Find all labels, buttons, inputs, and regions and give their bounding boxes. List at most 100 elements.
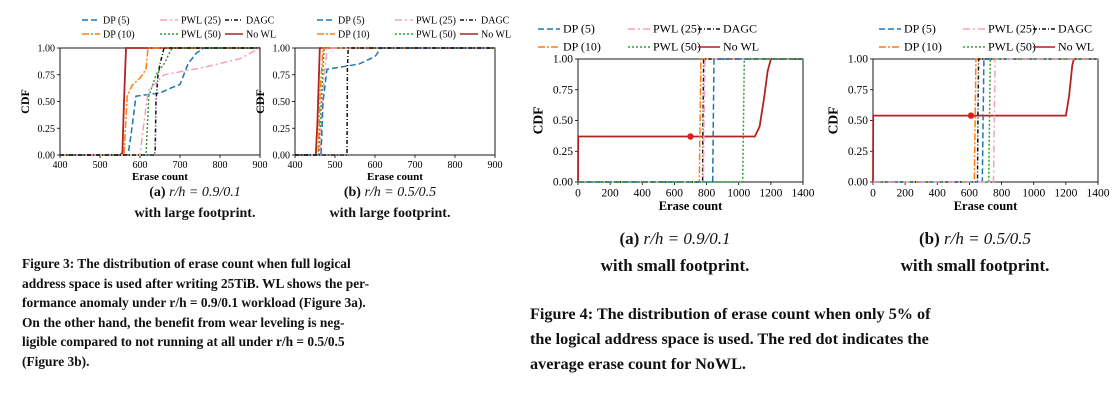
subcaption-letter: (a): [149, 185, 166, 200]
y-tick-label: 0.50: [273, 97, 291, 108]
caption-line: Figure 4: The distribution of erase coun…: [530, 305, 931, 323]
legend-label: DP (10): [103, 30, 135, 41]
legend-label: DP (5): [103, 16, 130, 27]
y-tick-label: 0.00: [38, 151, 56, 162]
x-tick-label: 600: [133, 160, 148, 171]
y-axis-label: CDF: [825, 107, 840, 135]
y-tick-label: 0.25: [553, 146, 573, 158]
chart-small-footprint-b: 0.00 0.25 0.50 0.75 1.00 0 200 400 600 800 1000 120…: [825, 22, 1110, 214]
x-tick-label: 900: [253, 160, 268, 171]
subcaption-letter: (a): [619, 229, 640, 248]
subcaption-ratio: r/h = 0.5/0.5: [364, 185, 437, 200]
caption-line: Figure 3: The distribution of erase coun…: [22, 256, 351, 271]
legend-label: No WL: [246, 30, 276, 41]
x-tick-label: 400: [929, 188, 947, 200]
y-tick-label: 0.25: [38, 124, 56, 135]
y-tick-label: 0.25: [273, 124, 291, 135]
caption-line: the logical address space is used. The r…: [530, 330, 929, 348]
mean-marker-dot: [967, 112, 975, 119]
figure-4-caption: Figure 4: The distribution of erase coun…: [530, 302, 1115, 377]
chart-large-footprint-a: 0.00 0.25 0.50 0.75 1.00 400 500 600 700 800 900 Er…: [18, 16, 276, 184]
series-line-pwl-50: [60, 47, 260, 156]
x-tick-label: 500: [93, 160, 108, 171]
subcaption-letter: (b): [918, 229, 940, 248]
x-tick-label: 600: [961, 188, 979, 200]
caption-line: (Figure 3b).: [22, 353, 90, 369]
subcaption-ratio: r/h = 0.5/0.5: [943, 229, 1032, 248]
legend-label: DP (5): [563, 22, 595, 36]
caption-line: ligible compared to not running at all u…: [22, 334, 345, 349]
x-tick-label: 400: [288, 160, 303, 171]
x-tick-label: 400: [634, 188, 652, 200]
legend-label: PWL (25): [416, 16, 456, 27]
series-line-dagc: [295, 47, 495, 156]
series-line-pwl-25: [295, 47, 495, 156]
legend-label: DAGC: [1058, 22, 1092, 36]
x-tick-label: 800: [993, 188, 1011, 200]
legend-label: PWL (50): [416, 30, 456, 41]
subcaption-4a: (a) r/h = 0.9/0.1 with small footprint.: [555, 225, 795, 279]
y-tick-label: 0.25: [848, 146, 868, 158]
x-tick-label: 800: [698, 188, 716, 200]
series-line-dp-5: [60, 47, 260, 156]
subcaption-ratio: r/h = 0.9/0.1: [643, 229, 731, 248]
y-tick-label: 0.75: [553, 84, 573, 96]
subcaption-3b: (b) r/h = 0.5/0.5 with large footprint.: [290, 182, 490, 224]
y-tick-label: 0.50: [553, 115, 573, 127]
y-tick-label: 0.50: [848, 115, 868, 127]
x-tick-label: 700: [173, 160, 188, 171]
subcaption-letter: (b): [343, 185, 361, 200]
x-tick-label: 200: [897, 188, 915, 200]
legend-label: PWL (25): [653, 22, 701, 36]
subcaption-footprint: with large footprint.: [134, 206, 256, 221]
chart-large-footprint-b: 0.00 0.25 0.50 0.75 1.00 400 500 600 700 800 900 Er…: [253, 16, 511, 184]
legend-label: DP (5): [338, 16, 365, 27]
x-tick-label: 1400: [1087, 188, 1110, 200]
figure-3-caption: Figure 3: The distribution of erase coun…: [22, 254, 502, 371]
plot-frame: [577, 58, 804, 183]
series-line-pwl-25: [873, 58, 1098, 183]
x-axis-label: Erase count: [132, 171, 188, 183]
x-tick-label: 900: [488, 160, 503, 171]
caption-line: formance anomaly under r/h = 0.9/0.1 wor…: [22, 295, 366, 310]
y-tick-label: 0.00: [848, 177, 868, 189]
series-line-dagc: [578, 58, 803, 183]
x-tick-label: 600: [368, 160, 383, 171]
legend-label: PWL (25): [181, 16, 221, 27]
plot-frame: [59, 47, 261, 156]
series-line-pwl-50: [578, 58, 803, 183]
series-line-dagc: [60, 47, 260, 156]
x-axis-label: Erase count: [367, 171, 423, 183]
y-tick-label: 0.75: [38, 70, 56, 81]
series-line-pwl-25: [60, 47, 261, 156]
legend-label: No WL: [1058, 40, 1094, 54]
legend-label: PWL (50): [988, 40, 1036, 54]
caption-line: address space is used after writing 25Ti…: [22, 275, 370, 291]
y-tick-label: 0.75: [848, 84, 868, 96]
subcaption-footprint: with small footprint.: [900, 256, 1050, 275]
subcaption-footprint: with large footprint.: [329, 206, 451, 221]
plot-frame: [872, 58, 1099, 183]
x-tick-label: 200: [602, 188, 620, 200]
caption-line: average erase count for NoWL.: [530, 355, 746, 373]
series-line-pwl-50: [873, 58, 1098, 183]
x-axis-label: Erase count: [954, 199, 1018, 213]
series-line-no-wl: [577, 58, 803, 183]
series-line-no-wl: [872, 58, 1098, 183]
legend-label: DP (10): [338, 30, 370, 41]
legend-label: DP (5): [904, 22, 936, 36]
subcaption-ratio: r/h = 0.9/0.1: [169, 185, 241, 200]
x-tick-label: 800: [448, 160, 463, 171]
x-tick-label: 1000: [1022, 188, 1045, 200]
x-tick-label: 1200: [759, 188, 782, 200]
legend-label: DAGC: [481, 16, 510, 27]
series-line-dagc: [873, 58, 1098, 183]
x-tick-label: 500: [328, 160, 343, 171]
x-tick-label: 700: [408, 160, 423, 171]
x-tick-label: 600: [666, 188, 684, 200]
subcaption-3a: (a) r/h = 0.9/0.1 with large footprint.: [95, 182, 295, 224]
series-line-pwl-25: [578, 58, 803, 183]
subcaption-footprint: with small footprint.: [600, 256, 750, 275]
y-axis-label: CDF: [530, 107, 545, 135]
legend-label: DP (10): [563, 40, 601, 54]
